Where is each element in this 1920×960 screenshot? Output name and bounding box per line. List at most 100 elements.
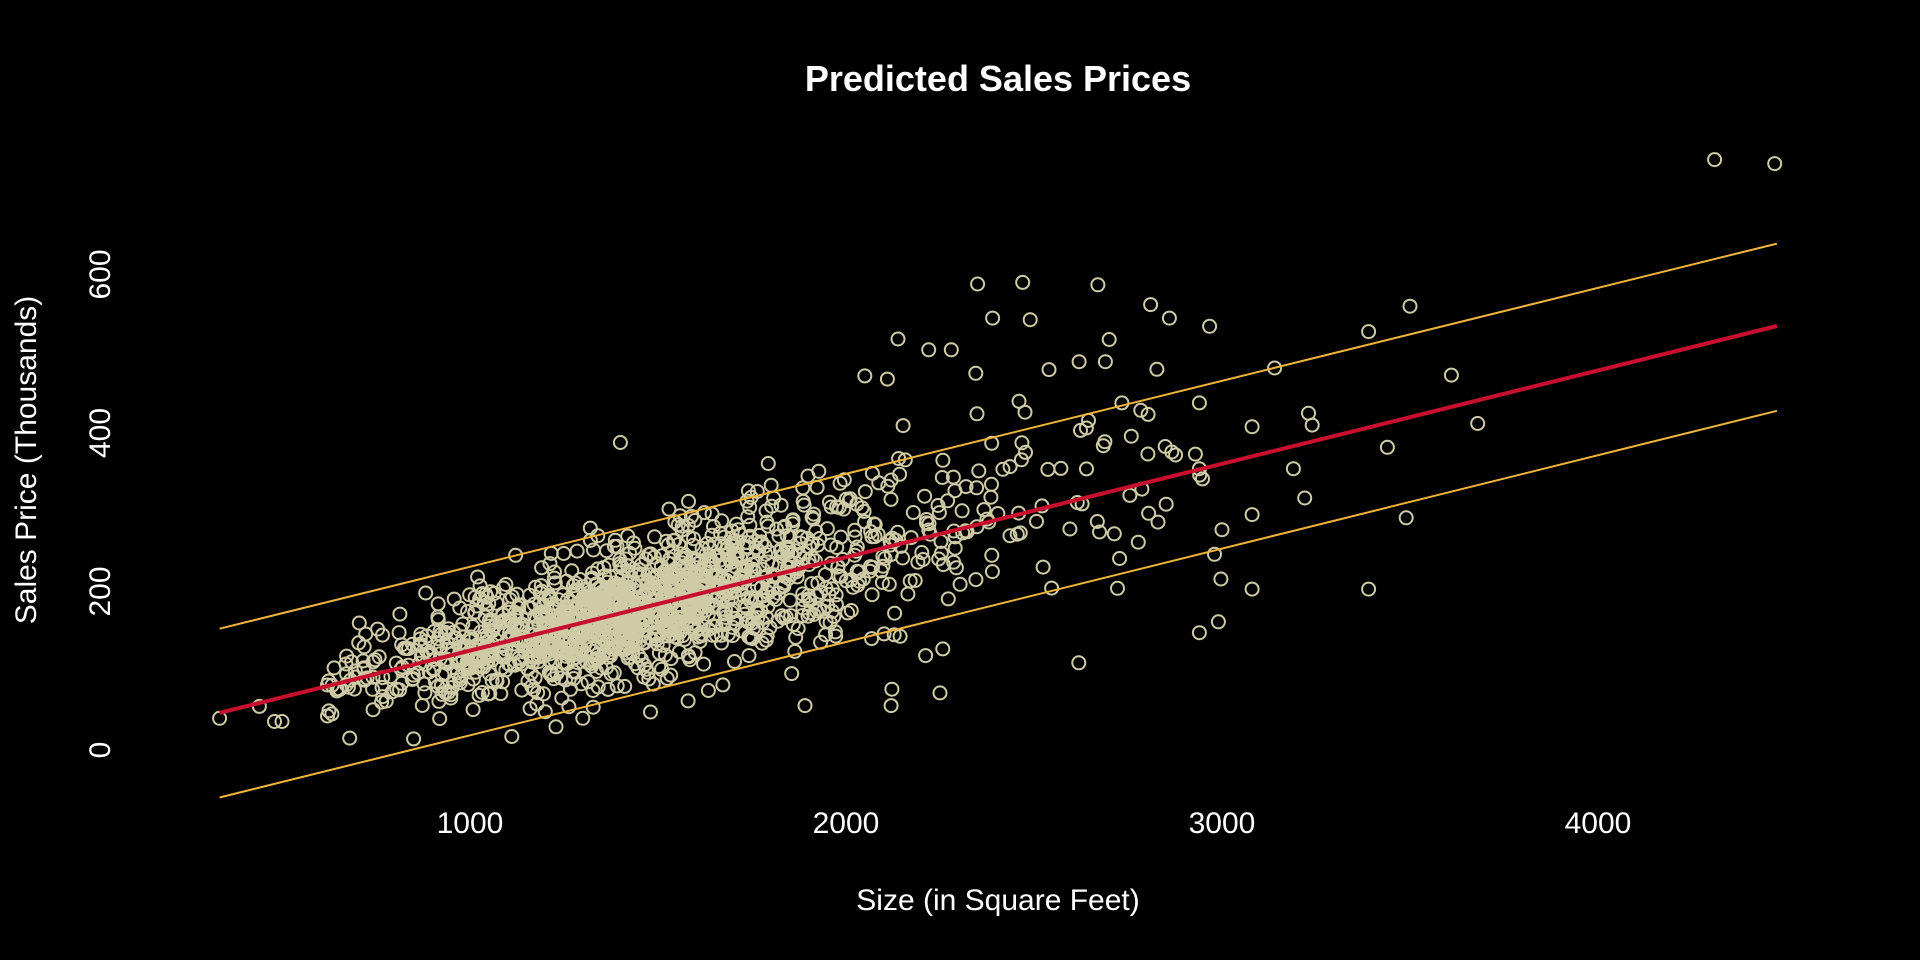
data-point bbox=[498, 577, 514, 592]
data-point bbox=[883, 472, 899, 488]
data-point bbox=[406, 731, 422, 747]
data-point bbox=[504, 589, 520, 605]
data-point bbox=[418, 585, 434, 601]
data-point bbox=[968, 365, 984, 381]
data-point bbox=[274, 714, 290, 729]
data-point bbox=[543, 666, 558, 682]
data-point bbox=[584, 658, 600, 674]
data-point bbox=[1140, 446, 1156, 462]
data-point bbox=[267, 714, 282, 729]
y-tick-labels: 0 200 400 600 bbox=[84, 249, 117, 758]
data-point bbox=[968, 572, 984, 588]
data-point bbox=[481, 618, 497, 634]
data-point bbox=[520, 661, 536, 677]
data-point bbox=[1035, 559, 1051, 575]
data-point bbox=[605, 641, 621, 657]
data-point bbox=[564, 639, 580, 655]
data-point bbox=[504, 729, 520, 744]
data-point bbox=[952, 576, 968, 592]
data-point bbox=[465, 702, 481, 718]
data-point bbox=[657, 647, 673, 663]
data-point bbox=[985, 310, 1001, 326]
data-point bbox=[696, 505, 712, 521]
data-point bbox=[1130, 534, 1146, 550]
data-point bbox=[785, 516, 801, 532]
data-point bbox=[747, 533, 763, 549]
data-point bbox=[761, 544, 777, 560]
data-point bbox=[884, 681, 900, 697]
data-point bbox=[797, 698, 813, 714]
data-point bbox=[865, 559, 880, 575]
lower-prediction-line bbox=[219, 409, 1778, 799]
data-point bbox=[875, 558, 891, 574]
data-point bbox=[686, 531, 701, 547]
data-point bbox=[983, 489, 999, 505]
data-point bbox=[801, 605, 817, 621]
y-tick-label: 200 bbox=[84, 566, 117, 616]
data-point bbox=[643, 704, 658, 720]
data-point bbox=[447, 630, 462, 645]
data-point bbox=[806, 506, 822, 522]
data-point bbox=[700, 606, 716, 622]
data-point bbox=[1097, 434, 1113, 450]
data-point bbox=[682, 652, 698, 668]
data-point bbox=[600, 636, 616, 652]
data-point bbox=[514, 682, 530, 698]
data-point bbox=[712, 525, 728, 541]
data-point bbox=[685, 537, 701, 553]
data-point bbox=[1073, 422, 1088, 438]
data-point bbox=[551, 612, 567, 628]
x-axis-label: Size (in Square Feet) bbox=[856, 884, 1139, 917]
data-point bbox=[760, 518, 776, 534]
data-point bbox=[818, 580, 834, 596]
upper-prediction-line bbox=[219, 242, 1778, 630]
data-point bbox=[370, 621, 386, 637]
data-point bbox=[649, 592, 665, 608]
data-point bbox=[1071, 354, 1087, 370]
data-point bbox=[1187, 446, 1203, 462]
data-point bbox=[760, 554, 776, 570]
data-point bbox=[794, 608, 810, 624]
data-point bbox=[356, 660, 372, 676]
data-point bbox=[537, 704, 553, 720]
data-point bbox=[554, 690, 570, 706]
data-point bbox=[811, 463, 827, 479]
data-point bbox=[551, 592, 567, 608]
data-point bbox=[800, 588, 816, 604]
data-point bbox=[691, 620, 707, 636]
data-point bbox=[355, 653, 371, 669]
data-point bbox=[599, 574, 615, 590]
data-point bbox=[644, 575, 660, 591]
data-point bbox=[833, 569, 849, 584]
data-point bbox=[727, 559, 743, 575]
data-point bbox=[1244, 507, 1260, 523]
data-point bbox=[805, 511, 821, 527]
data-point bbox=[637, 657, 652, 673]
data-point bbox=[940, 591, 956, 607]
data-point bbox=[918, 648, 934, 664]
data-point bbox=[758, 632, 774, 648]
data-point bbox=[470, 569, 486, 585]
data-point bbox=[1214, 522, 1230, 538]
data-point bbox=[946, 554, 962, 570]
data-point bbox=[573, 676, 589, 692]
data-point bbox=[783, 608, 799, 624]
data-point bbox=[481, 596, 497, 612]
data-point bbox=[970, 276, 986, 292]
data-point bbox=[1244, 581, 1260, 597]
data-point bbox=[892, 628, 908, 644]
data-point bbox=[620, 528, 636, 544]
data-point bbox=[902, 573, 918, 589]
data-point bbox=[1379, 439, 1395, 455]
data-point bbox=[1149, 361, 1165, 377]
data-point bbox=[581, 599, 597, 615]
data-point bbox=[832, 475, 848, 491]
data-point bbox=[495, 580, 511, 596]
data-point bbox=[351, 615, 367, 631]
data-point bbox=[847, 529, 863, 545]
data-point bbox=[704, 627, 720, 643]
data-point bbox=[606, 538, 622, 554]
x-tick-label: 4000 bbox=[1565, 807, 1632, 840]
data-point bbox=[648, 627, 664, 643]
data-point bbox=[851, 573, 867, 589]
